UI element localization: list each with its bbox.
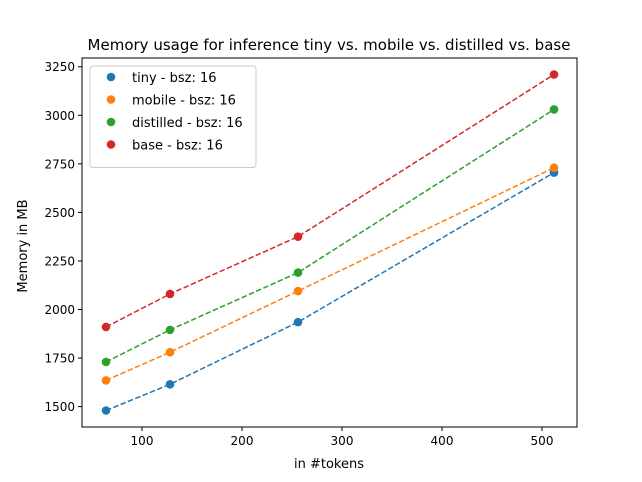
chart-title: Memory usage for inference tiny vs. mobi… xyxy=(88,36,571,54)
legend-label-1: mobile - bsz: 16 xyxy=(132,94,236,109)
series-line-2 xyxy=(105,108,555,363)
data-point-0-1 xyxy=(165,379,175,389)
x-tick-label-1: 200 xyxy=(231,434,254,448)
x-tick-label-2: 300 xyxy=(331,434,354,448)
data-point-2-3 xyxy=(549,105,559,114)
plot-marks xyxy=(101,70,559,415)
y-tick-label-7: 3250 xyxy=(44,60,75,74)
axes: 100 200 300 400 500 1500 1750 2000 2250 2500 2750 3… xyxy=(44,57,578,448)
y-tick-label-0: 1500 xyxy=(44,400,75,414)
y-tick-label-3: 2250 xyxy=(44,254,75,268)
data-point-3-1 xyxy=(165,289,175,299)
y-tick-label-1: 1750 xyxy=(44,352,75,366)
y-tick-label-2: 2000 xyxy=(44,303,75,317)
data-point-2-0 xyxy=(101,357,111,367)
y-tick-label-4: 2500 xyxy=(44,206,75,220)
data-point-2-2 xyxy=(293,268,303,277)
x-tick-label-4: 500 xyxy=(531,434,554,448)
legend-marker-3 xyxy=(106,140,116,149)
legend-label-3: base - bsz: 16 xyxy=(132,139,223,154)
data-point-3-0 xyxy=(101,322,111,332)
series-line-0 xyxy=(105,171,555,412)
legend-box xyxy=(89,65,257,168)
y-tick-label-5: 2750 xyxy=(44,157,75,171)
x-axis-label: in #tokens xyxy=(294,457,364,472)
series-line-3 xyxy=(105,73,555,328)
y-tick-label-6: 3000 xyxy=(44,109,75,123)
legend-marker-2 xyxy=(106,117,116,127)
data-point-1-0 xyxy=(101,376,111,385)
series-line-1 xyxy=(105,167,555,382)
legend-marker-0 xyxy=(106,72,116,82)
data-point-2-1 xyxy=(165,325,175,335)
y-axis-label: Memory in MB xyxy=(16,199,31,292)
x-tick-label-0: 100 xyxy=(131,434,154,448)
data-point-1-3 xyxy=(549,163,559,173)
legend: tiny - bsz: 16 mobile - bsz: 16 distilled … xyxy=(89,65,257,168)
x-tick-label-3: 400 xyxy=(431,434,454,448)
data-point-0-0 xyxy=(101,406,111,415)
data-point-3-3 xyxy=(549,70,559,79)
data-point-0-2 xyxy=(293,317,303,327)
legend-label-0: tiny - bsz: 16 xyxy=(132,71,217,86)
data-point-1-2 xyxy=(293,286,303,296)
legend-marker-1 xyxy=(106,95,116,104)
plot-frame xyxy=(81,57,578,428)
data-point-1-1 xyxy=(165,347,175,357)
data-point-3-2 xyxy=(293,232,303,241)
legend-label-2: distilled - bsz: 16 xyxy=(132,116,243,131)
